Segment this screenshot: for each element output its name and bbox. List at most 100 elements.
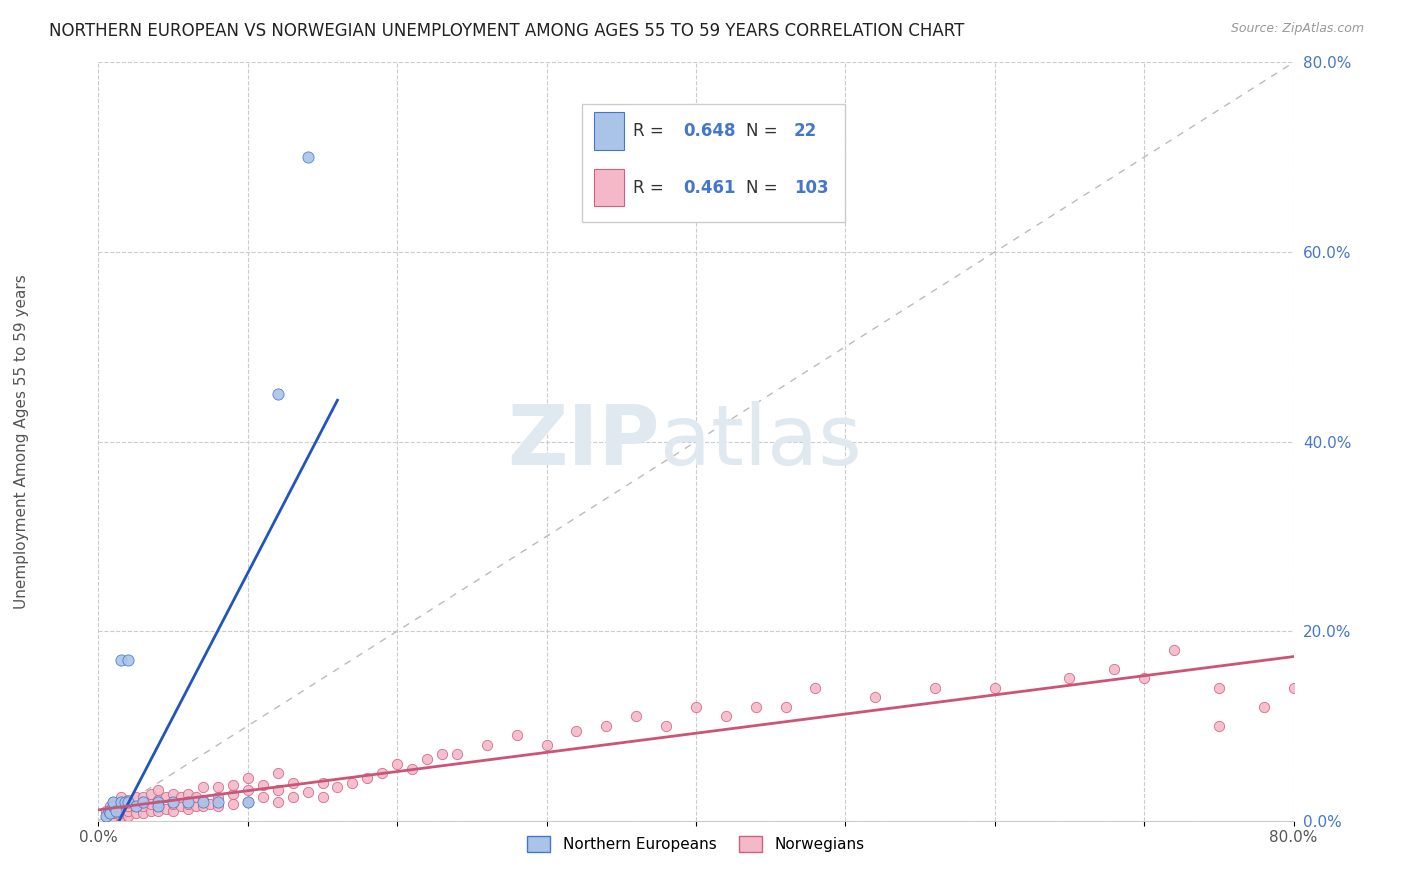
Point — [125, 799, 148, 814]
Text: 22: 22 — [794, 121, 817, 140]
Point — [207, 780, 229, 795]
Point — [94, 804, 117, 818]
Point — [207, 789, 229, 804]
Point — [236, 795, 259, 809]
Point — [117, 795, 139, 809]
Point — [281, 776, 304, 790]
Point — [281, 789, 304, 804]
Text: 0.648: 0.648 — [683, 121, 735, 140]
FancyBboxPatch shape — [595, 169, 624, 207]
Text: Source: ZipAtlas.com: Source: ZipAtlas.com — [1230, 22, 1364, 36]
Point — [1104, 662, 1126, 676]
Point — [114, 795, 136, 809]
Point — [446, 747, 468, 762]
Point — [326, 780, 349, 795]
Point — [252, 778, 274, 792]
Point — [177, 802, 200, 816]
Point — [342, 776, 364, 790]
Y-axis label: Unemployment Among Ages 55 to 59 years: Unemployment Among Ages 55 to 59 years — [14, 274, 30, 609]
Point — [177, 797, 200, 811]
Point — [865, 690, 887, 705]
Point — [371, 766, 394, 780]
Point — [430, 747, 453, 762]
Text: 0.461: 0.461 — [683, 178, 735, 196]
Point — [685, 699, 707, 714]
Point — [267, 795, 290, 809]
Point — [110, 789, 132, 804]
Point — [110, 809, 132, 823]
Point — [94, 809, 117, 823]
Point — [132, 789, 155, 804]
Point — [236, 783, 259, 797]
Point — [536, 738, 558, 752]
Point — [139, 804, 162, 818]
Point — [117, 793, 139, 807]
Point — [984, 681, 1007, 695]
Point — [184, 799, 207, 814]
Point — [356, 771, 378, 785]
Point — [148, 783, 170, 797]
Point — [804, 681, 827, 695]
Point — [565, 723, 588, 738]
Point — [103, 802, 125, 816]
Point — [297, 150, 319, 164]
Point — [117, 809, 139, 823]
Legend: Northern Europeans, Norwegians: Northern Europeans, Norwegians — [522, 830, 870, 858]
Point — [714, 709, 737, 723]
Point — [200, 797, 222, 811]
Point — [103, 806, 125, 821]
Point — [1208, 719, 1230, 733]
Point — [155, 802, 177, 816]
Point — [236, 795, 259, 809]
Point — [401, 762, 423, 776]
Point — [267, 783, 290, 797]
Point — [1059, 672, 1081, 686]
Point — [103, 795, 125, 809]
Point — [114, 804, 136, 818]
Point — [148, 804, 170, 818]
Point — [110, 802, 132, 816]
Point — [775, 699, 797, 714]
Point — [132, 806, 155, 821]
Point — [117, 804, 139, 818]
Point — [191, 799, 214, 814]
Text: N =: N = — [747, 121, 783, 140]
Point — [252, 789, 274, 804]
Point — [117, 652, 139, 666]
Point — [191, 793, 214, 807]
Point — [1163, 643, 1185, 657]
Point — [1282, 681, 1305, 695]
Point — [94, 809, 117, 823]
Point — [148, 793, 170, 807]
Point — [114, 797, 136, 811]
Point — [155, 789, 177, 804]
Point — [207, 795, 229, 809]
Text: NORTHERN EUROPEAN VS NORWEGIAN UNEMPLOYMENT AMONG AGES 55 TO 59 YEARS CORRELATIO: NORTHERN EUROPEAN VS NORWEGIAN UNEMPLOYM… — [49, 22, 965, 40]
Point — [169, 799, 191, 814]
Point — [110, 797, 132, 811]
Point — [506, 728, 529, 742]
Point — [139, 787, 162, 801]
Point — [98, 799, 122, 814]
Point — [162, 797, 184, 811]
Point — [97, 804, 120, 818]
Point — [191, 780, 214, 795]
Point — [311, 776, 333, 790]
Point — [139, 797, 162, 811]
Point — [236, 771, 259, 785]
Point — [191, 795, 214, 809]
Text: 103: 103 — [794, 178, 828, 196]
Point — [98, 806, 122, 821]
Point — [267, 766, 290, 780]
Point — [110, 806, 132, 821]
Text: R =: R = — [633, 121, 669, 140]
Point — [207, 799, 229, 814]
Point — [132, 799, 155, 814]
Point — [222, 787, 245, 801]
Point — [177, 787, 200, 801]
FancyBboxPatch shape — [595, 112, 624, 150]
Point — [110, 795, 132, 809]
Point — [132, 795, 155, 809]
Point — [267, 387, 290, 401]
Point — [416, 752, 439, 766]
